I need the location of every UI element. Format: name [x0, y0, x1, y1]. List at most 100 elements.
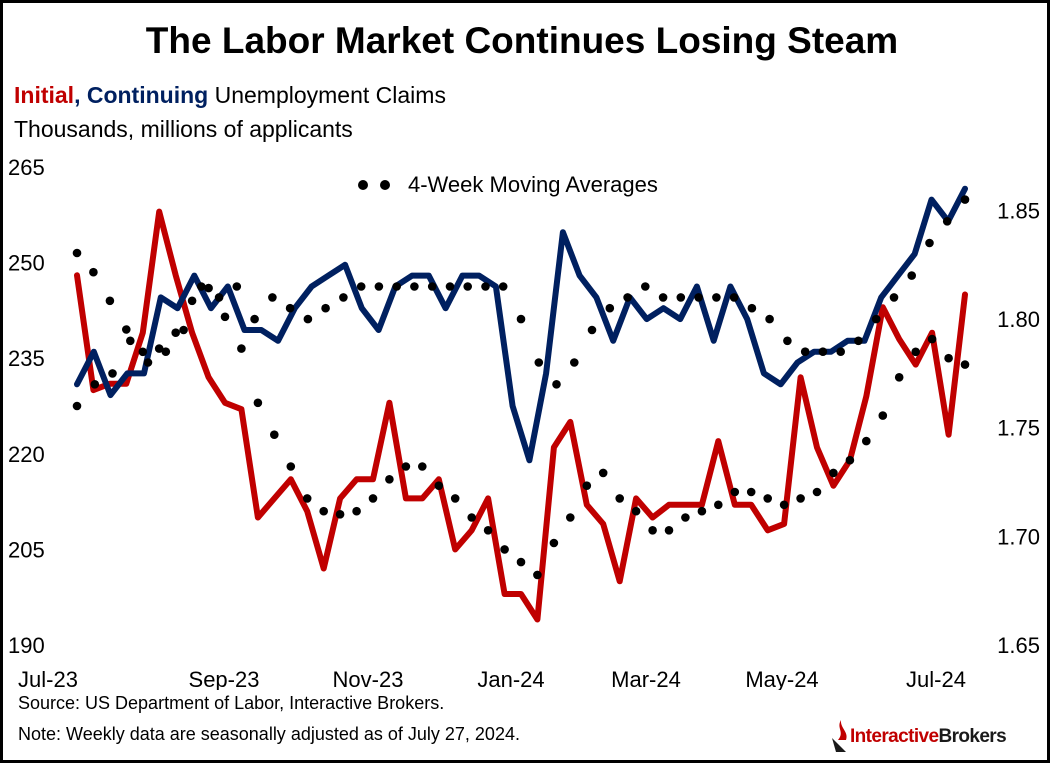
initial-average-point — [681, 513, 690, 522]
continuing-average-point — [818, 347, 828, 357]
continuing-average-point — [783, 336, 792, 346]
logo-text-brokers: Brokers — [938, 726, 1007, 747]
continuing-average-point — [179, 325, 188, 335]
initial-average-point — [779, 500, 789, 510]
legend-marker-dot — [358, 180, 368, 190]
continuing-average-point — [268, 293, 277, 302]
right-axis-tick-label: 1.75 — [997, 416, 1040, 441]
left-axis-tick-label: 190 — [8, 633, 45, 658]
continuing-average-point — [605, 303, 615, 313]
initial-average-point — [286, 462, 296, 471]
initial-average-point — [450, 494, 460, 503]
continuing-average-point — [498, 282, 508, 291]
logo-flame-icon — [832, 720, 847, 752]
legend-label: 4-Week Moving Averages — [408, 172, 658, 197]
continuing-average-point — [925, 238, 934, 248]
x-axis-tick-label: May-24 — [745, 667, 818, 690]
x-axis-tick-label: Mar-24 — [611, 667, 681, 690]
continuing-average-point — [800, 347, 810, 357]
x-axis-tick-label: Jul-23 — [18, 667, 78, 690]
x-axis-tick-label: Jan-24 — [477, 667, 544, 690]
footnote: Note: Weekly data are seasonally adjuste… — [18, 724, 520, 744]
subtitle-initial: Initial — [14, 82, 75, 108]
continuing-average-point — [463, 282, 473, 291]
continuing-claims-line — [74, 185, 968, 464]
continuing-average-point — [161, 347, 171, 357]
continuing-average-point — [214, 293, 224, 302]
continuing-average-point — [410, 282, 419, 291]
continuing-average-point — [658, 293, 668, 302]
initial-average-point — [220, 312, 230, 322]
continuing-average-point — [516, 314, 526, 324]
initial-average-point — [944, 353, 953, 363]
right-axis-tick-label: 1.85 — [997, 198, 1040, 223]
continuing-average-point — [356, 282, 366, 291]
chart-title: The Labor Market Continues Losing Steam — [145, 20, 899, 61]
interactive-brokers-logo: InteractiveBrokers — [828, 716, 1042, 756]
continuing-average-point — [676, 293, 686, 302]
left-axis-tick-label: 250 — [8, 251, 45, 276]
continuing-average-point — [374, 282, 384, 291]
chart-units: Thousands, millions of applicants — [14, 116, 353, 142]
initial-average-point — [500, 545, 509, 554]
continuing-average-point — [250, 314, 259, 324]
continuing-average-point — [942, 217, 952, 226]
initial-average-point — [566, 513, 575, 522]
right-axis-tick-label: 1.80 — [997, 307, 1040, 332]
initial-average-point — [319, 506, 329, 516]
x-axis-tick-label: Sep-23 — [189, 667, 260, 690]
continuing-average-point — [587, 325, 597, 335]
continuing-average-point — [197, 282, 206, 291]
initial-average-point — [253, 398, 263, 408]
continuing-average-point — [641, 282, 650, 291]
initial-average-point — [697, 506, 707, 516]
initial-average-point — [187, 296, 197, 306]
initial-average-point — [352, 506, 361, 516]
initial-average-point — [549, 538, 559, 548]
continuing-average-point — [534, 358, 544, 367]
initial-average-point — [664, 526, 674, 535]
initial-claims-line — [74, 208, 968, 623]
initial-average-point — [483, 526, 493, 535]
left-axis-tick-label: 205 — [8, 537, 45, 562]
initial-average-point — [434, 481, 444, 491]
initial-average-point — [138, 347, 148, 357]
logo-text-interactive: Interactive — [850, 726, 939, 747]
continuing-average-point — [854, 336, 863, 346]
initial-average-point — [631, 506, 641, 516]
chart-subtitle: Initial, Continuing Unemployment Claims — [14, 82, 446, 109]
continuing-average-point — [960, 195, 970, 204]
initial-average-point — [368, 494, 378, 503]
initial-average-point — [72, 248, 82, 258]
continuing-average-point — [72, 401, 82, 411]
initial-average-point — [89, 267, 98, 277]
initial-average-point — [270, 430, 279, 440]
initial-average-point — [237, 344, 246, 353]
subtitle-continuing: Continuing — [86, 82, 209, 108]
initial-average-point — [401, 462, 411, 471]
initial-average-point — [648, 526, 657, 535]
initial-average-point — [796, 494, 805, 503]
continuing-average-point — [445, 282, 455, 291]
continuing-average-point — [108, 369, 117, 378]
initial-average-point — [598, 468, 608, 478]
x-axis-tick-label: Jul-24 — [906, 667, 966, 690]
subtitle-separator: , — [74, 82, 87, 108]
continuing-average-point — [712, 293, 721, 302]
initial-average-point — [122, 325, 131, 334]
initial-average-point — [845, 455, 855, 465]
initial-average-point — [894, 373, 904, 382]
right-axis-tick-label: 1.65 — [997, 633, 1040, 658]
initial-average-point — [878, 411, 888, 420]
continuing-average-point — [623, 293, 632, 302]
continuing-average-point — [552, 380, 561, 389]
continuing-average-point — [143, 358, 153, 367]
continuing-average-point — [232, 282, 242, 291]
initial-average-point — [154, 344, 164, 353]
chart-plot: 190 205 220 235 250 265 1.65 1.70 1.75 1.80 1.85 Ju… — [8, 155, 1040, 690]
continuing-average-point — [321, 303, 330, 313]
initial-average-point — [960, 360, 970, 369]
initial-average-point — [763, 494, 772, 503]
initial-average-point — [385, 475, 394, 484]
left-axis-tick-label: 235 — [8, 346, 45, 371]
